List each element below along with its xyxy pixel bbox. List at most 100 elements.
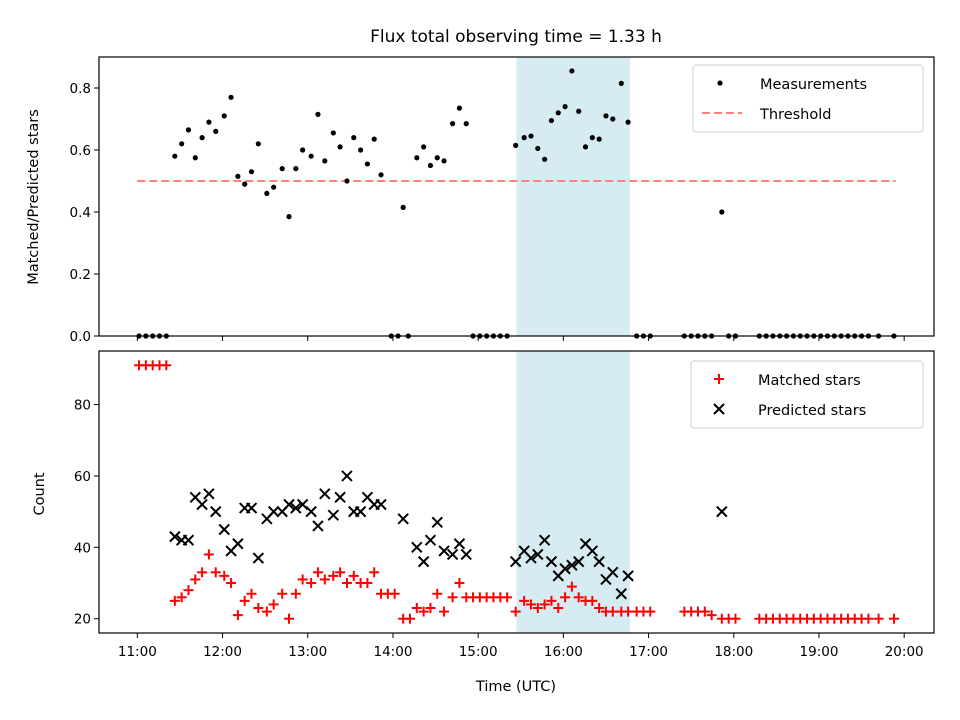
measurements-point-9	[199, 135, 205, 141]
matched-stars-point-8	[190, 574, 201, 585]
measurements-point-12	[221, 113, 227, 119]
measurements-point-46	[463, 121, 469, 127]
predicted-stars-point-36	[446, 548, 459, 561]
top-y-tick-label: 0.6	[70, 143, 91, 159]
matched-stars-point-7	[183, 585, 194, 596]
matched-stars-point-64	[587, 595, 598, 606]
bottom-y-tick-label: 60	[74, 469, 91, 485]
matched-stars-point-58	[546, 595, 557, 606]
matched-stars-point-52	[502, 592, 513, 603]
predicted-stars-point-38	[460, 548, 472, 561]
measurements-point-43	[441, 158, 447, 164]
measurements-point-11	[213, 128, 219, 134]
matched-stars-point-9	[197, 567, 208, 578]
predicted-stars-point-39	[509, 555, 522, 568]
measurements-point-26	[322, 158, 328, 164]
predicted-stars-point-53	[607, 566, 619, 579]
bottom-x-tick-label: 17:00	[629, 644, 668, 660]
measurements-point-10	[206, 119, 212, 125]
measurements-point-17	[255, 141, 261, 147]
matched-stars-point-24	[306, 578, 317, 589]
matched-stars-point-16	[246, 588, 257, 599]
predicted-stars-point-29	[375, 498, 387, 511]
matched-stars-point-6	[176, 592, 187, 603]
matched-stars-point-12	[219, 570, 230, 581]
measurements-point-15	[242, 181, 248, 187]
predicted-stars-point-20	[312, 520, 324, 532]
top-y-axis-label: Matched/Predicted stars	[26, 109, 42, 285]
matched-stars-point-98	[873, 613, 884, 624]
predicted-stars-point-56	[716, 505, 728, 518]
top-y-tick-label: 0.2	[70, 267, 91, 283]
measurements-point-39	[414, 155, 420, 161]
measurements-point-21	[286, 214, 292, 220]
predicted-stars-point-14	[267, 505, 280, 518]
measurements-point-25	[315, 111, 321, 117]
measurements-point-53	[513, 142, 519, 148]
legend-matched-label: Matched stars	[758, 373, 861, 389]
bottom-x-tick-label: 15:00	[459, 644, 498, 660]
measurements-point-6	[179, 141, 185, 147]
measurements-point-55	[528, 133, 534, 139]
predicted-stars-point-55	[622, 570, 634, 582]
measurements-point-22	[293, 166, 299, 172]
measurements-point-23	[300, 147, 306, 153]
predicted-stars-point-12	[252, 552, 265, 564]
matched-stars-point-21	[284, 613, 295, 624]
top-legend: Measurements Threshold	[692, 64, 924, 133]
matched-stars-point-55	[525, 599, 536, 610]
matched-stars-point-80	[730, 613, 741, 624]
top-panel: 0.0 0.2 0.4 0.6 0.8	[70, 56, 935, 345]
matched-stars-point-56	[532, 603, 543, 614]
x-axis-label: Time (UTC)	[475, 679, 556, 695]
predicted-stars-point-32	[417, 555, 430, 568]
matched-stars-point-54	[519, 595, 530, 606]
matched-stars-point-27	[328, 570, 339, 581]
predicted-stars-point-37	[453, 538, 466, 550]
series-measurements	[136, 68, 897, 339]
bottom-x-tick-label: 13:00	[288, 644, 327, 660]
measurements-point-27	[330, 130, 336, 136]
matched-stars-point-33	[369, 567, 380, 578]
measurements-point-5	[172, 153, 178, 159]
predicted-stars-point-30	[397, 513, 409, 525]
matched-stars-point-26	[319, 574, 330, 585]
measurements-point-64	[589, 135, 595, 141]
measurements-point-58	[548, 117, 555, 124]
bottom-x-tick-label: 19:00	[800, 644, 839, 660]
measurements-point-44	[449, 121, 456, 127]
matched-stars-point-15	[239, 595, 250, 606]
matched-stars-point-76	[699, 606, 710, 617]
bottom-panel: 20 40 60 80 11:00 12:00 13:00 14:00 15:00 16:00 17…	[74, 350, 935, 660]
measurements-point-66	[603, 113, 609, 119]
measurements-point-29	[344, 178, 350, 184]
measurements-point-28	[337, 144, 343, 150]
matched-stars-point-60	[560, 592, 571, 603]
bottom-y-tick-label: 80	[74, 398, 91, 414]
matched-stars-point-5	[169, 595, 180, 606]
legend-matched-marker	[714, 374, 724, 384]
measurements-point-34	[378, 172, 384, 178]
measurements-point-37	[400, 204, 406, 210]
matched-stars-point-18	[261, 606, 272, 617]
legend-predicted-marker	[713, 403, 725, 415]
measurements-point-65	[596, 136, 602, 142]
predicted-stars-point-9	[232, 538, 244, 550]
predicted-stars-point-22	[327, 509, 340, 521]
predicted-stars-point-31	[411, 541, 423, 554]
bottom-y-tick-label: 20	[74, 612, 91, 628]
top-legend-box	[692, 64, 924, 133]
predicted-stars-point-35	[438, 545, 450, 557]
measurements-point-56	[535, 145, 541, 152]
matched-stars-point-14	[232, 610, 243, 621]
measurements-point-18	[264, 190, 270, 196]
measurements-point-67	[610, 116, 616, 122]
legend-threshold-label: Threshold	[759, 107, 831, 123]
matched-stars-point-13	[226, 578, 237, 589]
predicted-stars-point-26	[354, 505, 367, 518]
predicted-stars-point-50	[586, 545, 599, 557]
matched-stars-point-23	[297, 574, 308, 585]
measurements-point-54	[521, 135, 527, 141]
measurements-point-63	[582, 144, 589, 150]
